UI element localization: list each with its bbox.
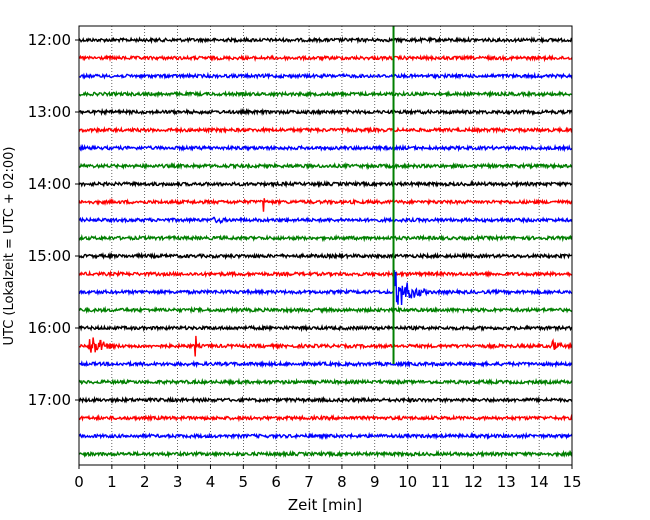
x-tick-label: 4: [206, 473, 216, 491]
seismogram-traces: [78, 26, 573, 459]
y-tick-label: 14:00: [28, 175, 71, 193]
trace-line: [78, 53, 573, 63]
trace-line: [78, 197, 573, 212]
trace-line: [78, 233, 573, 243]
x-tick-label: 9: [370, 473, 380, 491]
trace-line: [78, 395, 573, 405]
x-tick-label: 8: [337, 473, 347, 491]
y-axis-ticks: 12:00 13:00 14:00 15:00 16:00 17:00: [28, 31, 79, 409]
trace-line: [78, 431, 573, 441]
trace-line: [78, 335, 573, 357]
trace-line: [78, 71, 573, 81]
trace-line: [78, 251, 573, 261]
vertical-grid-lines: [111, 26, 540, 465]
x-axis-label: Zeit [min]: [288, 496, 362, 514]
trace-line: [78, 413, 573, 423]
trace-line: [78, 359, 573, 369]
y-axis-label: UTC (Lokalzeit = UTC + 02:00): [2, 147, 17, 346]
x-tick-label: 10: [398, 473, 417, 491]
trace-line: [78, 179, 573, 189]
x-tick-label: 15: [562, 473, 581, 491]
x-tick-label: 1: [107, 473, 117, 491]
x-tick-label: 11: [431, 473, 450, 491]
x-tick-label: 14: [530, 473, 549, 491]
y-tick-label: 13:00: [28, 103, 71, 121]
x-tick-label: 12: [464, 473, 483, 491]
x-tick-label: 5: [239, 473, 249, 491]
trace-line: [79, 305, 573, 315]
trace-line: [78, 107, 573, 117]
x-tick-label: 3: [173, 473, 183, 491]
y-tick-label: 17:00: [28, 391, 71, 409]
trace-line: [78, 161, 573, 171]
trace-line: [78, 216, 573, 225]
trace-line: [78, 89, 573, 99]
trace-line: [78, 143, 573, 153]
y-tick-label: 12:00: [28, 31, 71, 49]
trace-line: [78, 270, 573, 306]
trace-line: [78, 269, 573, 279]
y-tick-label: 16:00: [28, 319, 71, 337]
x-axis-ticks: 0 1 2 3 4 5 6 7 8 9 10 11 12 13 14 15: [74, 465, 582, 491]
x-tick-label: 7: [304, 473, 314, 491]
x-tick-label: 6: [271, 473, 281, 491]
x-tick-label: 13: [497, 473, 516, 491]
trace-line: [78, 323, 573, 333]
plot-frame: [78, 25, 573, 466]
trace-line: [78, 377, 573, 387]
y-tick-label: 15:00: [28, 247, 71, 265]
trace-line: [78, 35, 572, 45]
x-tick-label: 2: [140, 473, 150, 491]
trace-line: [78, 449, 573, 459]
x-tick-label: 0: [74, 473, 84, 491]
trace-line: [78, 125, 573, 135]
